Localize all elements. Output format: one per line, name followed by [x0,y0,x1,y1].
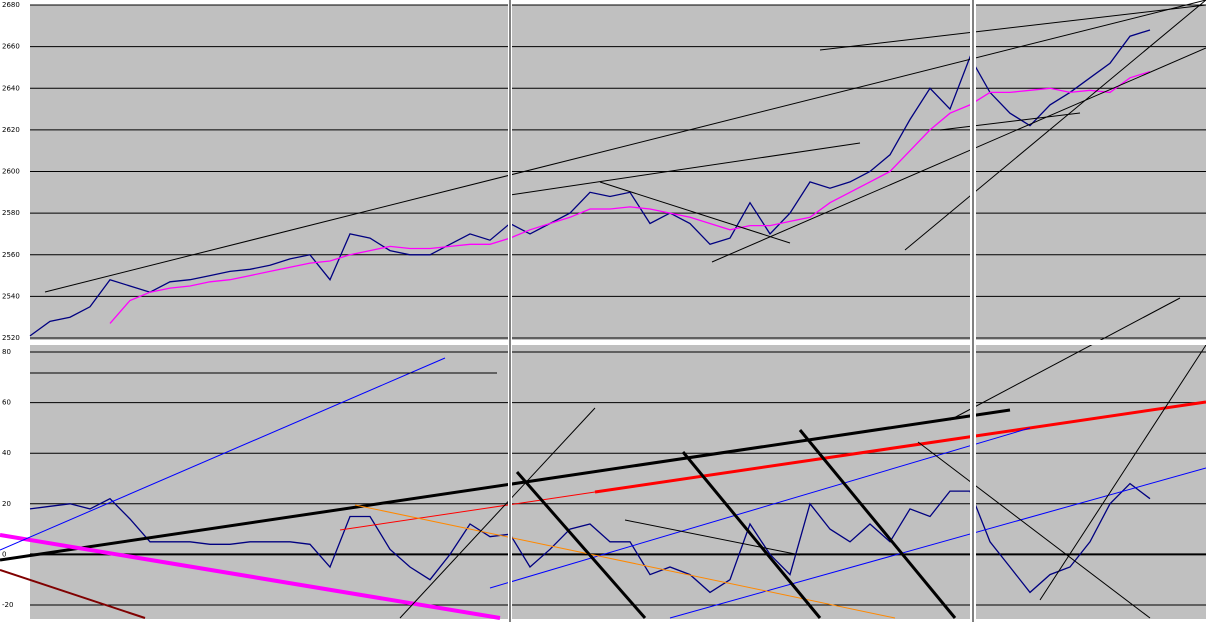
y-tick-label: 80 [2,348,11,356]
trend-line [0,569,146,619]
y-tick-label: 60 [2,399,11,407]
trend-line [939,112,1081,131]
trend-line [0,357,446,551]
trend-line [0,533,501,620]
y-tick-label: -20 [2,601,13,609]
y-tick-label: 2520 [2,334,20,342]
y-tick-label: 2640 [2,84,20,92]
trend-line [44,0,1206,293]
trend-line [669,467,1206,619]
trend-line [798,429,957,619]
trend-line [489,427,1031,589]
y-tick-label: 2580 [2,209,20,217]
trend-line [599,181,791,244]
bottom-plot-area [30,345,1206,619]
separator [0,340,1206,345]
trend-line [681,451,822,619]
trend-line [509,142,861,196]
y-tick-label: 0 [2,550,6,558]
y-tick-label: 2540 [2,292,20,300]
trend-line [904,0,1206,251]
y-tick-label: 2600 [2,168,20,176]
trend-line [1039,344,1206,601]
trend-line [624,519,801,556]
y-tick-label: 2560 [2,251,20,259]
series-line [29,29,1151,337]
trend-line [339,491,596,531]
top-plot-area [30,5,1206,340]
y-tick-label: 40 [2,449,11,457]
series-line [109,70,1151,324]
trend-line [819,4,1206,51]
trend-line [949,297,1181,421]
y-tick-label: 2660 [2,43,20,51]
trend-line [515,471,647,619]
trend-line [0,408,1011,562]
trend-line [711,47,1206,263]
y-tick-label: 2680 [2,1,20,9]
trend-line [594,400,1206,494]
series-line [29,482,1151,594]
y-tick-label: 20 [2,500,11,508]
trend-line [399,407,596,619]
y-tick-label: 2620 [2,126,20,134]
trend-line [917,441,1151,619]
